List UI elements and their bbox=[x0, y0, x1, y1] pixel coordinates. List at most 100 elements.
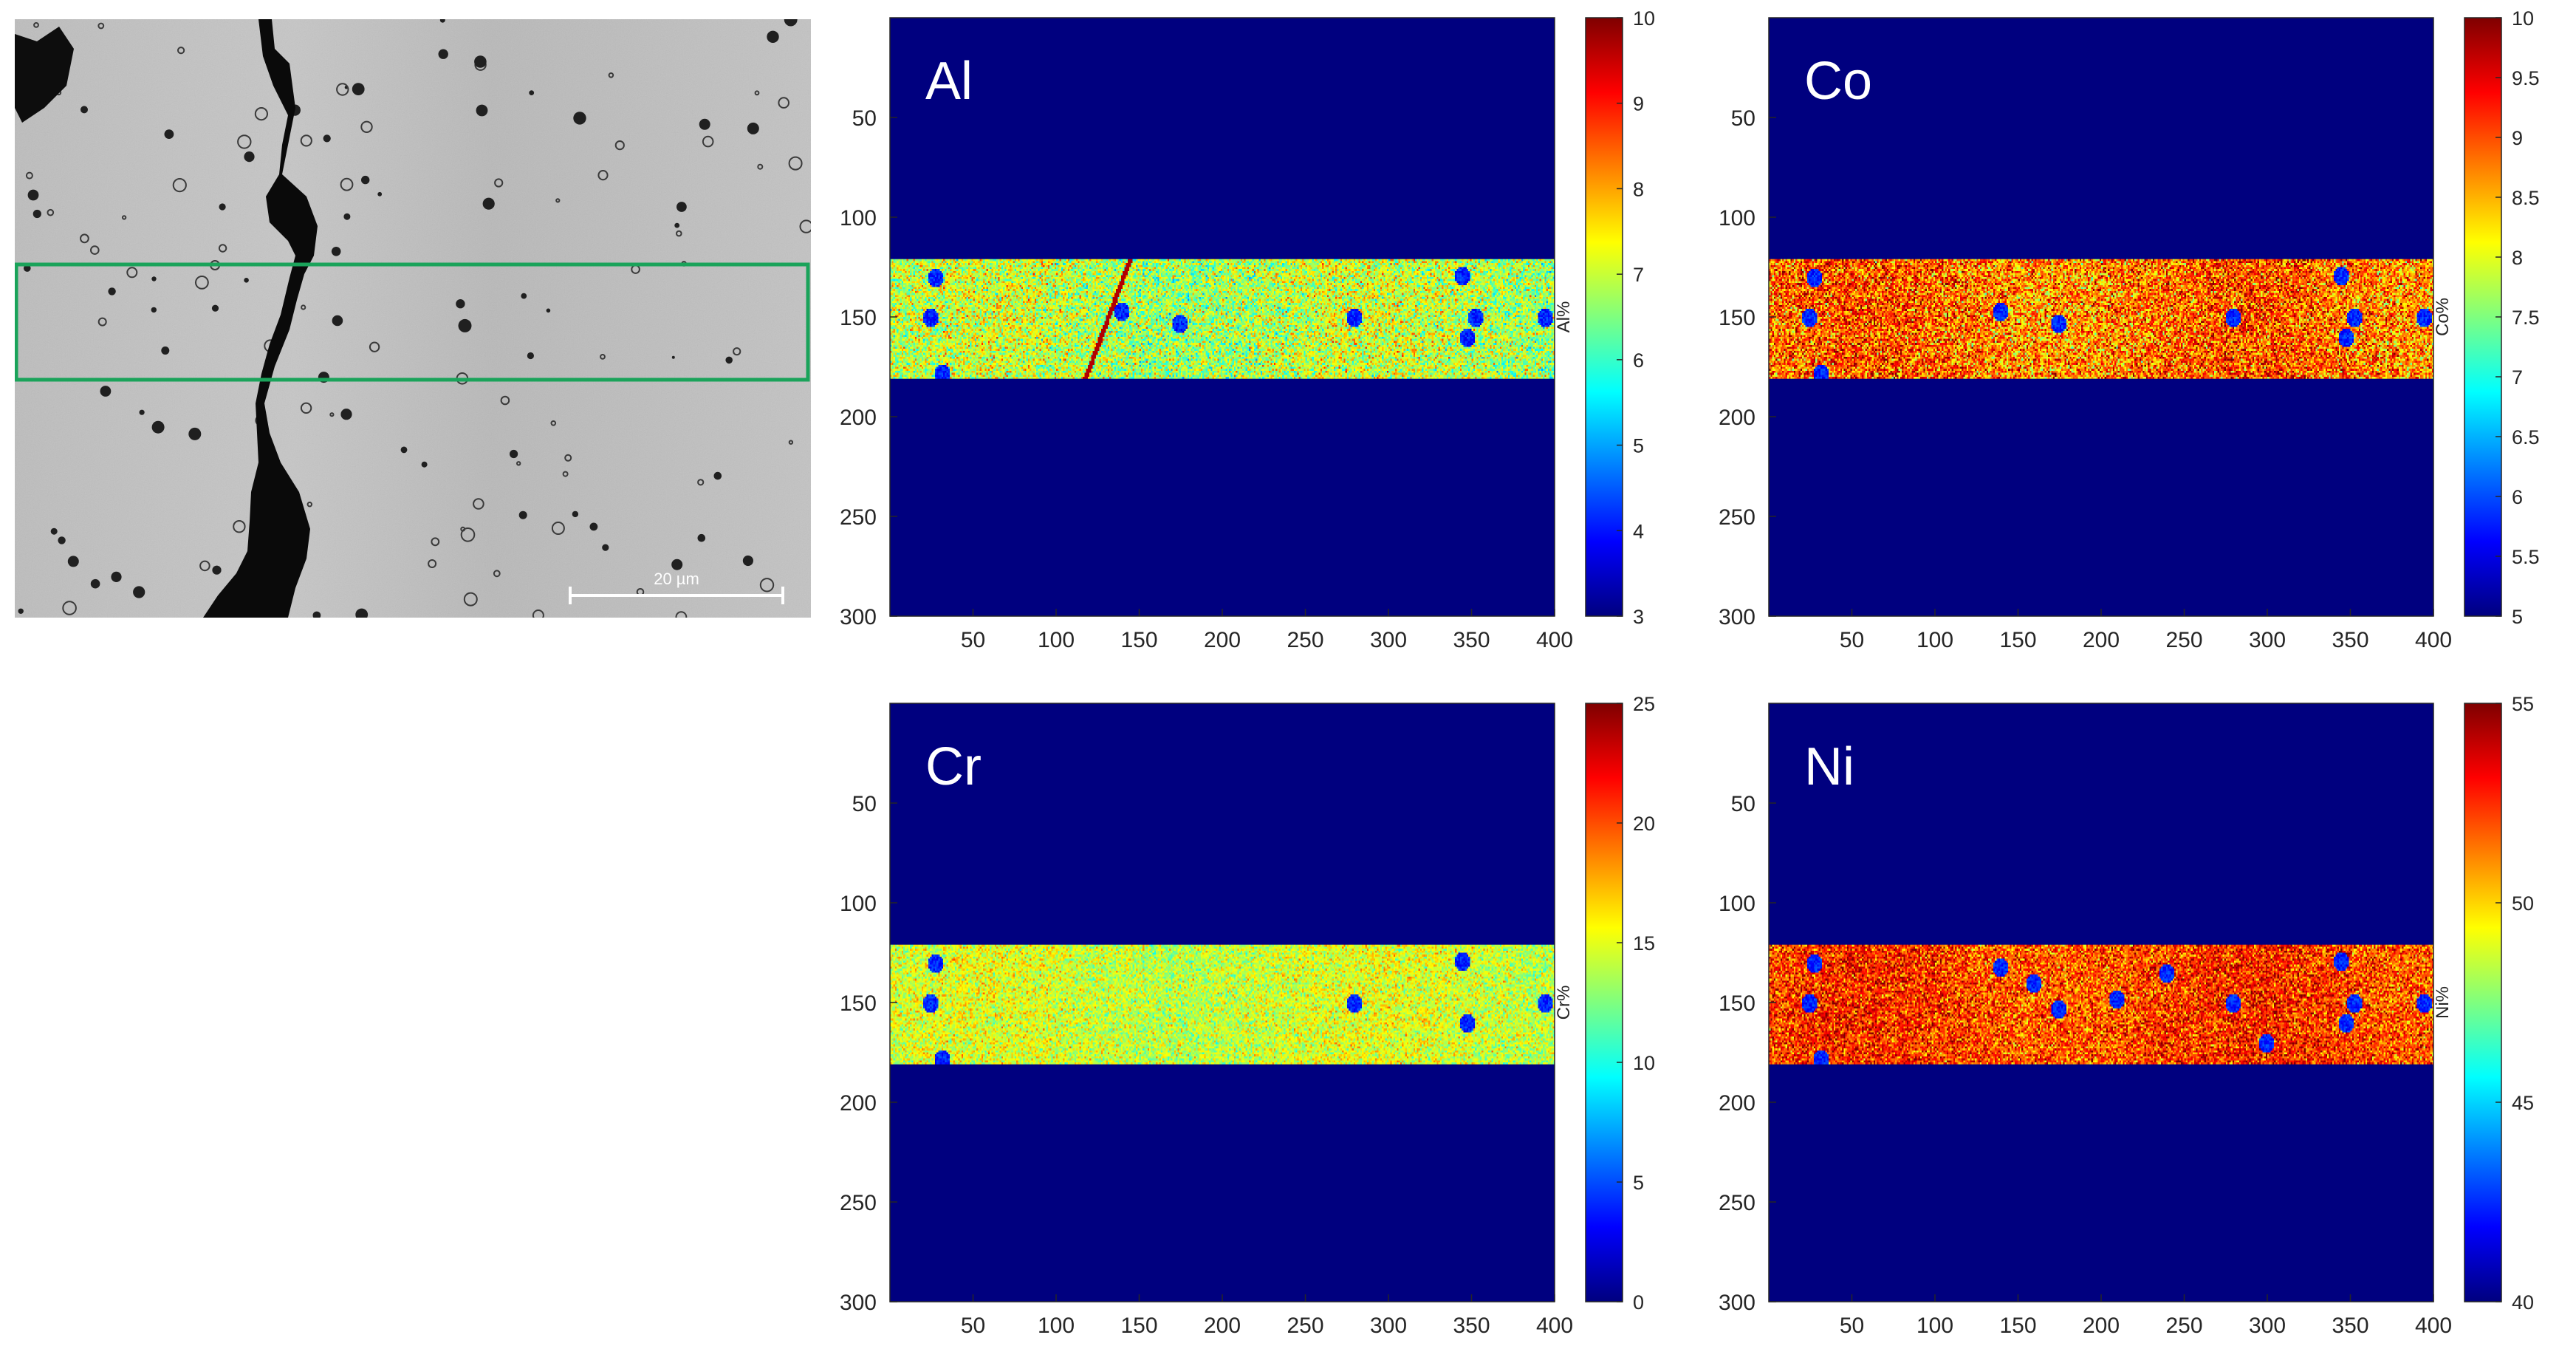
sem-pore bbox=[516, 461, 521, 466]
sem-corner-debris bbox=[15, 27, 74, 123]
sem-pore bbox=[438, 49, 448, 59]
sem-pore bbox=[27, 189, 39, 201]
sem-pore bbox=[188, 427, 202, 440]
ni-colorbar-frame bbox=[2464, 703, 2502, 1302]
sem-pore bbox=[332, 315, 343, 327]
cr-xtick-label: 100 bbox=[1038, 1314, 1075, 1338]
sem-pore bbox=[676, 202, 687, 212]
sem-pore bbox=[671, 559, 683, 570]
co-cbar-tick-label: 9 bbox=[2512, 127, 2523, 149]
sem-pore bbox=[460, 527, 476, 542]
sem-pore bbox=[564, 454, 572, 462]
co-map-band bbox=[1769, 259, 2433, 379]
al-cbar-tick-label: 9 bbox=[1633, 93, 1644, 115]
sem-pore bbox=[67, 556, 79, 567]
sem-pore bbox=[510, 449, 518, 459]
ni-ytick-label: 150 bbox=[1719, 991, 1755, 1016]
sem-pore bbox=[32, 209, 41, 219]
ni-xtick-label: 100 bbox=[1916, 1314, 1953, 1338]
sem-pore bbox=[80, 106, 88, 114]
sem-pore bbox=[340, 409, 352, 420]
al-xtick-label: 100 bbox=[1038, 628, 1075, 652]
sem-pore bbox=[172, 178, 187, 193]
co-xtick-label: 50 bbox=[1840, 628, 1864, 652]
co-ytick-label: 200 bbox=[1719, 406, 1755, 430]
sem-pore bbox=[199, 560, 210, 572]
sem-pore bbox=[108, 287, 116, 296]
sem-pore bbox=[788, 156, 803, 171]
cr-colorbar-label: Cr% bbox=[1554, 986, 1574, 1020]
sem-roi-box bbox=[15, 262, 810, 382]
sem-pore bbox=[80, 233, 89, 244]
sem-pore bbox=[713, 471, 722, 480]
cr-ytick-label: 300 bbox=[840, 1291, 877, 1315]
sem-pore bbox=[676, 230, 682, 237]
sem-pore bbox=[18, 608, 24, 614]
sem-pore bbox=[24, 264, 31, 272]
sem-pore bbox=[493, 570, 501, 578]
cr-xtick-label: 300 bbox=[1370, 1314, 1407, 1338]
co-ytick-label: 50 bbox=[1731, 106, 1755, 131]
sem-pore bbox=[784, 19, 798, 27]
ni-ytick-label: 250 bbox=[1719, 1191, 1755, 1215]
cr-colorbar bbox=[1586, 703, 1623, 1302]
sem-pore bbox=[300, 402, 312, 414]
sem-pore bbox=[799, 219, 811, 233]
co-ytick-label: 300 bbox=[1719, 605, 1755, 629]
cr-ytick-label: 50 bbox=[852, 792, 877, 816]
sem-pore bbox=[597, 170, 609, 181]
co-xtick-label: 300 bbox=[2249, 628, 2286, 652]
sem-pore bbox=[133, 586, 145, 598]
sem-pore bbox=[151, 420, 165, 434]
sem-pore bbox=[754, 90, 760, 96]
ni-xtick-label: 400 bbox=[2415, 1314, 2452, 1338]
ni-map-figure: Ni 50 100 150 200 250 300 350 400 50 100 150 200 250 3… bbox=[1719, 693, 2534, 1338]
co-cbar-tick-label: 6.5 bbox=[2512, 426, 2540, 448]
sem-pore bbox=[50, 527, 58, 535]
sem-pore bbox=[343, 213, 351, 220]
cr-element-label: Cr bbox=[925, 737, 982, 796]
ni-ytick-label: 200 bbox=[1719, 1091, 1755, 1116]
sem-pore bbox=[614, 140, 625, 151]
sem-pore bbox=[33, 22, 39, 28]
sem-pore bbox=[369, 341, 380, 352]
sem-pore bbox=[778, 97, 789, 109]
al-map-figure: Al 50 100 150 200 250 300 350 400 50 100 150 200 250 3… bbox=[840, 7, 1655, 652]
al-element-label: Al bbox=[925, 52, 973, 111]
sem-pore bbox=[551, 522, 565, 535]
sem-pore bbox=[550, 420, 557, 426]
cr-xtick-label: 400 bbox=[1536, 1314, 1573, 1338]
ni-cbar-tick-label: 50 bbox=[2512, 892, 2534, 915]
sem-pore bbox=[331, 247, 341, 256]
sem-pore bbox=[219, 203, 226, 211]
sem-pore bbox=[352, 83, 365, 95]
sem-pore bbox=[312, 611, 321, 618]
al-xtick-label: 400 bbox=[1536, 628, 1573, 652]
sem-pore bbox=[725, 356, 733, 364]
al-xtick-label: 300 bbox=[1370, 628, 1407, 652]
co-cbar-tick-label: 6 bbox=[2512, 486, 2523, 508]
al-cbar-tick-label: 10 bbox=[1633, 7, 1655, 30]
sem-pore bbox=[58, 536, 66, 544]
sem-pore bbox=[521, 293, 527, 299]
co-cbar-tick-label: 9.5 bbox=[2512, 67, 2540, 89]
sem-pore bbox=[562, 471, 569, 477]
al-ytick-label: 200 bbox=[840, 406, 877, 430]
co-cbar-tick-label: 7 bbox=[2512, 366, 2523, 389]
ni-map-band bbox=[1769, 944, 2433, 1065]
co-cbar-tick-label: 5 bbox=[2512, 606, 2523, 628]
sem-pore bbox=[254, 107, 268, 121]
al-map-band bbox=[890, 259, 1555, 379]
al-ytick-label: 100 bbox=[840, 206, 877, 230]
al-colorbar-frame bbox=[1585, 17, 1623, 617]
sem-pore bbox=[323, 134, 331, 143]
sem-micrograph: 20 µm bbox=[15, 19, 811, 618]
ni-ytick-label: 100 bbox=[1719, 892, 1755, 916]
sem-pore bbox=[211, 304, 219, 312]
cr-cbar-tick-label: 0 bbox=[1633, 1291, 1644, 1314]
al-cbar-tick-label: 4 bbox=[1633, 520, 1644, 542]
cr-map-band bbox=[890, 944, 1555, 1065]
cr-xtick-label: 150 bbox=[1120, 1314, 1157, 1338]
sem-pore bbox=[360, 120, 373, 134]
